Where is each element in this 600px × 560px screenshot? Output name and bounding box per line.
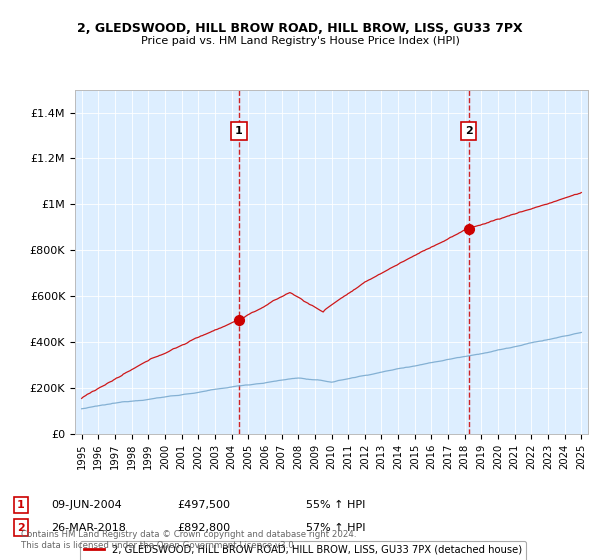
Text: 2: 2 bbox=[17, 522, 25, 533]
Text: 57% ↑ HPI: 57% ↑ HPI bbox=[306, 522, 365, 533]
Text: £497,500: £497,500 bbox=[177, 500, 230, 510]
Text: 1: 1 bbox=[17, 500, 25, 510]
Text: 26-MAR-2018: 26-MAR-2018 bbox=[51, 522, 126, 533]
Text: 09-JUN-2004: 09-JUN-2004 bbox=[51, 500, 122, 510]
Text: 2, GLEDSWOOD, HILL BROW ROAD, HILL BROW, LISS, GU33 7PX: 2, GLEDSWOOD, HILL BROW ROAD, HILL BROW,… bbox=[77, 22, 523, 35]
Legend: 2, GLEDSWOOD, HILL BROW ROAD, HILL BROW, LISS, GU33 7PX (detached house), HPI: A: 2, GLEDSWOOD, HILL BROW ROAD, HILL BROW,… bbox=[80, 540, 526, 560]
Text: 55% ↑ HPI: 55% ↑ HPI bbox=[306, 500, 365, 510]
Text: 1: 1 bbox=[235, 126, 243, 136]
Text: 2: 2 bbox=[465, 126, 472, 136]
Text: Contains HM Land Registry data © Crown copyright and database right 2024.
This d: Contains HM Land Registry data © Crown c… bbox=[21, 530, 356, 550]
Text: £892,800: £892,800 bbox=[177, 522, 230, 533]
Text: Price paid vs. HM Land Registry's House Price Index (HPI): Price paid vs. HM Land Registry's House … bbox=[140, 36, 460, 46]
